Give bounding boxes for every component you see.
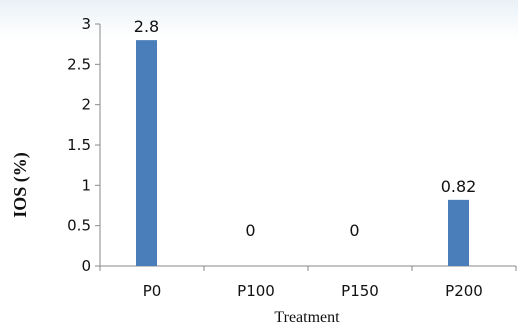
x-axis-title: Treatment: [274, 309, 340, 326]
data-label-p150: 0: [349, 221, 359, 240]
data-label-p100: 0: [245, 221, 255, 240]
y-tick-label: 0: [81, 257, 91, 275]
y-tick-label: 0.5: [67, 217, 91, 235]
plot-area: 0 0.5 1 1.5 2 2.5 3 P0 2.8 P100 0 P150 0 P200 0.82: [67, 15, 517, 300]
data-label-p200: 0.82: [441, 177, 477, 196]
y-tick-label: 2.5: [67, 55, 91, 73]
background-decoration: [0, 0, 518, 40]
x-tick-label-p0: P0: [143, 282, 162, 300]
y-axis-title: IOS (%): [10, 152, 31, 218]
x-tick-label-p150: P150: [341, 282, 379, 300]
bar-p200: [448, 199, 469, 266]
y-tick-label: 2: [81, 96, 91, 114]
data-label-p0: 2.8: [134, 17, 159, 36]
x-tick-label-p100: P100: [237, 282, 275, 300]
y-tick-label: 3: [81, 15, 91, 33]
y-tick-label: 1.5: [67, 136, 91, 154]
y-tick-label: 1: [81, 176, 91, 194]
x-tick-label-p200: P200: [445, 282, 483, 300]
bar-p0: [136, 40, 157, 267]
